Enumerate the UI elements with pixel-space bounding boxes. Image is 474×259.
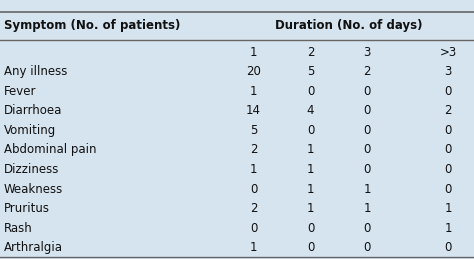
Text: 0: 0: [444, 143, 452, 156]
Text: 0: 0: [444, 241, 452, 254]
Text: Duration (No. of days): Duration (No. of days): [274, 19, 422, 32]
Text: Dizziness: Dizziness: [4, 163, 59, 176]
Text: 0: 0: [444, 163, 452, 176]
Text: Symptom (No. of patients): Symptom (No. of patients): [4, 19, 180, 32]
Text: Rash: Rash: [4, 222, 33, 235]
Text: 1: 1: [250, 163, 257, 176]
Text: 1: 1: [364, 183, 371, 196]
Text: 1: 1: [250, 241, 257, 254]
Text: 0: 0: [307, 124, 314, 137]
Text: 0: 0: [250, 222, 257, 235]
Text: 1: 1: [250, 85, 257, 98]
Text: 3: 3: [364, 46, 371, 59]
Text: Arthralgia: Arthralgia: [4, 241, 63, 254]
Text: Diarrhoea: Diarrhoea: [4, 104, 62, 117]
Text: 0: 0: [250, 183, 257, 196]
Text: 5: 5: [250, 124, 257, 137]
Text: 0: 0: [364, 85, 371, 98]
Text: >3: >3: [439, 46, 456, 59]
Text: 1: 1: [444, 222, 452, 235]
Text: Weakness: Weakness: [4, 183, 63, 196]
Text: 2: 2: [444, 104, 452, 117]
Text: 1: 1: [364, 202, 371, 215]
Text: 1: 1: [250, 46, 257, 59]
Text: 0: 0: [364, 104, 371, 117]
Text: Fever: Fever: [4, 85, 36, 98]
Text: 0: 0: [444, 124, 452, 137]
Text: 0: 0: [364, 163, 371, 176]
Text: 0: 0: [444, 183, 452, 196]
Text: Any illness: Any illness: [4, 65, 67, 78]
Text: 0: 0: [307, 222, 314, 235]
Text: 4: 4: [307, 104, 314, 117]
Text: 1: 1: [444, 202, 452, 215]
Text: 5: 5: [307, 65, 314, 78]
Text: 0: 0: [444, 85, 452, 98]
Text: 3: 3: [444, 65, 452, 78]
Text: Abdominal pain: Abdominal pain: [4, 143, 96, 156]
Text: 2: 2: [307, 46, 314, 59]
Text: 1: 1: [307, 163, 314, 176]
Text: Pruritus: Pruritus: [4, 202, 50, 215]
Text: 0: 0: [307, 241, 314, 254]
Text: 0: 0: [364, 222, 371, 235]
Text: 2: 2: [364, 65, 371, 78]
Text: 14: 14: [246, 104, 261, 117]
Text: 1: 1: [307, 143, 314, 156]
Text: 0: 0: [364, 241, 371, 254]
Text: 2: 2: [250, 143, 257, 156]
Text: 2: 2: [250, 202, 257, 215]
Text: 0: 0: [364, 143, 371, 156]
Text: 0: 0: [307, 85, 314, 98]
Text: 0: 0: [364, 124, 371, 137]
Text: Vomiting: Vomiting: [4, 124, 56, 137]
Text: 20: 20: [246, 65, 261, 78]
Text: 1: 1: [307, 202, 314, 215]
Text: 1: 1: [307, 183, 314, 196]
